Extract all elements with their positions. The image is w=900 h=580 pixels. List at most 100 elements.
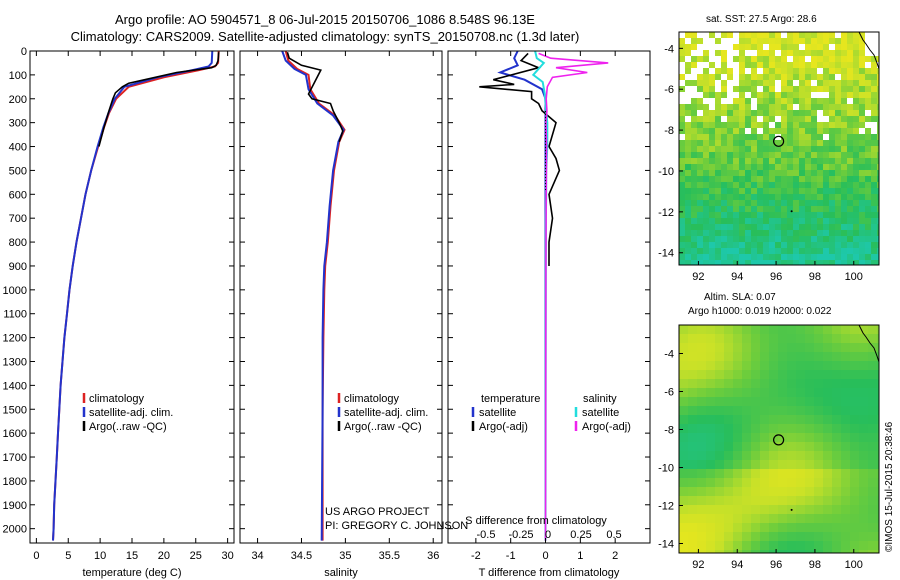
- legend-salinity-label: Argo(..raw -QC): [344, 421, 422, 433]
- pi-label: PI: GREGORY C. JOHNSON: [325, 520, 468, 532]
- s-tick-label: 0: [545, 529, 551, 541]
- s-tick-label: -0.25: [508, 529, 533, 541]
- small-island-marker: [790, 210, 793, 213]
- argo-float-marker: [773, 434, 785, 446]
- x-tick-label: -2: [471, 550, 481, 562]
- argo-float-marker: [773, 135, 785, 147]
- sla-map-subtitle: Argo h1000: 0.019 h2000: 0.022: [688, 306, 832, 317]
- map-x-tick-label: 94: [731, 559, 743, 571]
- y-tick-label: 1000: [3, 285, 27, 297]
- map-x-tick-label: 100: [845, 271, 863, 283]
- map-cells-sst_map: [679, 32, 879, 265]
- small-island-marker: [790, 508, 793, 511]
- legend-salinity-label: climatology: [344, 393, 400, 405]
- x-tick-label: 0: [542, 550, 548, 562]
- x-tick-label: 36: [427, 550, 439, 562]
- series-line-temperature-0: [52, 50, 220, 541]
- legend-diff-label: satellite: [582, 407, 619, 419]
- y-tick-label: 1900: [3, 500, 27, 512]
- map-x-tick-label: 96: [770, 559, 782, 571]
- x-axis-label: salinity: [324, 567, 358, 579]
- x-axis-label: T difference from climatology: [479, 567, 620, 579]
- legend-diff-label: Argo(-adj): [582, 421, 631, 433]
- x-tick-label: 35: [339, 550, 351, 562]
- map-y-tick-label: -14: [658, 539, 674, 551]
- legend-temperature-label: climatology: [89, 393, 145, 405]
- legend-diff-label: Argo(-adj): [479, 421, 528, 433]
- x-tick-label: 34.5: [291, 550, 312, 562]
- sst-map-title: sat. SST: 27.5 Argo: 28.6: [706, 14, 817, 25]
- y-tick-label: 1500: [3, 404, 27, 416]
- map-x-tick-label: 92: [692, 271, 704, 283]
- plot-frame-difference: [447, 50, 651, 544]
- x-tick-label: 34: [251, 550, 263, 562]
- x-tick-label: 2: [612, 550, 618, 562]
- x-tick-label: 25: [190, 550, 202, 562]
- series-line-temperature-2: [98, 52, 220, 147]
- legend-temperature-label: Argo(..raw -QC): [89, 421, 167, 433]
- map-x-tick-label: 94: [731, 271, 743, 283]
- y-tick-label: 100: [9, 70, 27, 82]
- coastline-sst_map: [858, 31, 880, 70]
- series-line-salinity-1: [281, 50, 345, 541]
- map-y-tick-label: -14: [658, 248, 674, 260]
- series-line-salinity-0: [284, 50, 346, 541]
- y-tick-label: 200: [9, 94, 27, 106]
- x-tick-label: -1: [506, 550, 516, 562]
- s-tick-label: 0.25: [570, 529, 591, 541]
- panel-difference: [447, 50, 651, 544]
- y-tick-label: 0: [21, 46, 27, 58]
- s-tick-label: 0.5: [606, 529, 621, 541]
- project-label: US ARGO PROJECT: [325, 506, 430, 518]
- map-x-tick-label: 98: [809, 271, 821, 283]
- x-axis-label: temperature (deg C): [82, 567, 181, 579]
- x-tick-label: 15: [126, 550, 138, 562]
- map-frame-sst_map: [678, 31, 880, 266]
- map-x-tick-label: 92: [692, 559, 704, 571]
- y-tick-label: 400: [9, 142, 27, 154]
- plot-frame-temperature: [29, 50, 235, 544]
- legend-diff-header: salinity: [583, 393, 617, 405]
- map-y-tick-label: -6: [664, 84, 674, 96]
- map-x-tick-label: 100: [845, 559, 863, 571]
- legend-diff-label: satellite: [479, 407, 516, 419]
- y-tick-label: 1400: [3, 380, 27, 392]
- y-tick-label: 700: [9, 213, 27, 225]
- map-y-tick-label: -10: [658, 166, 674, 178]
- x-tick-label: 35.5: [379, 550, 400, 562]
- sla-map-title: Altim. SLA: 0.07: [704, 292, 776, 303]
- map-y-tick-label: -12: [658, 207, 674, 219]
- series-line-difference-1: [479, 52, 561, 266]
- map-y-tick-label: -8: [664, 125, 674, 137]
- y-tick-label: 500: [9, 165, 27, 177]
- legend-salinity-label: satellite-adj. clim.: [344, 407, 428, 419]
- map-y-tick-label: -6: [664, 387, 674, 399]
- y-tick-label: 300: [9, 118, 27, 130]
- top-axis-label: S difference from climatology: [465, 515, 607, 527]
- map-x-tick-label: 98: [809, 559, 821, 571]
- s-tick-label: -0.5: [477, 529, 496, 541]
- y-tick-label: 1100: [3, 309, 27, 321]
- map-y-tick-label: -10: [658, 463, 674, 475]
- imos-credit: ©IMOS 15-Jul-2015 20:38:46: [884, 421, 895, 552]
- panel-salinity: [239, 50, 443, 544]
- y-tick-label: 1600: [3, 428, 27, 440]
- figure-title-line-2: Climatology: CARS2009. Satellite-adjuste…: [70, 29, 580, 44]
- figure-title-line-1: Argo profile: AO 5904571_8 06-Jul-2015 2…: [115, 12, 535, 27]
- plot-frame-salinity: [239, 50, 443, 544]
- x-tick-label: 10: [94, 550, 106, 562]
- map-sst_map: [678, 31, 880, 266]
- series-line-salinity-2: [286, 51, 344, 143]
- map-frame-sla_map: [678, 324, 880, 554]
- series-line-temperature-1: [52, 50, 214, 541]
- y-tick-label: 600: [9, 189, 27, 201]
- map-x-tick-label: 96: [770, 271, 782, 283]
- map-cells-sla_map: [679, 325, 879, 553]
- series-line-difference-3: [538, 52, 609, 541]
- map-y-tick-label: -8: [664, 425, 674, 437]
- map-y-tick-label: -4: [664, 349, 674, 361]
- coastline-sla_map: [858, 324, 880, 363]
- map-y-tick-label: -12: [658, 501, 674, 513]
- x-tick-label: 20: [158, 550, 170, 562]
- x-tick-label: 30: [222, 550, 234, 562]
